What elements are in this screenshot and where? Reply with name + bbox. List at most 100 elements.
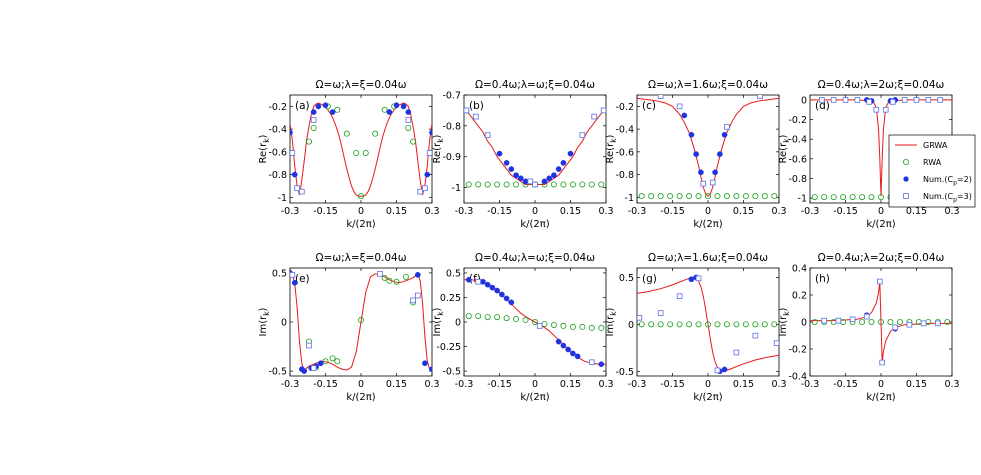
num-cp2-point bbox=[681, 112, 688, 119]
x-tick-label: -0.3 bbox=[801, 206, 820, 217]
panel-c: -0.3 -0.15 0 0.15 0.3 -1 -0.8 -0.6 -0.4 -0.2 Ω=ω;λ… bbox=[605, 79, 787, 230]
x-tick-label: 0.3 bbox=[598, 379, 613, 390]
panel-title: Ω=0.4ω;λ=2ω;ξ=0.04ω bbox=[818, 252, 945, 264]
rwa-point bbox=[310, 124, 317, 131]
panel-title: Ω=ω;λ=ξ=0.04ω bbox=[316, 252, 407, 264]
y-tick-label: -0.6 bbox=[788, 154, 807, 165]
rwa-point bbox=[372, 130, 379, 137]
x-axis-label: k/(2π) bbox=[866, 219, 895, 230]
rwa-point bbox=[868, 318, 875, 325]
num-cp3-point bbox=[849, 316, 856, 323]
rwa-point bbox=[381, 106, 388, 113]
rwa-point bbox=[343, 130, 350, 137]
x-tick-label: -0.15 bbox=[833, 379, 858, 390]
legend-label-sub: p bbox=[953, 180, 957, 187]
rwa-point bbox=[475, 313, 482, 320]
num-cp3-point bbox=[752, 332, 759, 339]
num-cp2-point bbox=[716, 151, 723, 157]
num-cp3-point bbox=[657, 310, 664, 316]
rwa-point bbox=[667, 321, 674, 328]
num-cp2-point bbox=[698, 169, 704, 176]
num-cp2-point bbox=[503, 295, 510, 302]
x-tick-label: -0.3 bbox=[628, 206, 647, 217]
panel-letter: (f) bbox=[469, 273, 481, 285]
num-cp2-point bbox=[480, 278, 486, 285]
num-cp3-point bbox=[821, 317, 827, 324]
y-tick-label: 0 bbox=[281, 318, 287, 329]
legend-label-main: Num.(C bbox=[923, 192, 954, 201]
num-cp2-point bbox=[551, 172, 557, 179]
panel-letter: (b) bbox=[469, 100, 484, 112]
rwa-point bbox=[513, 316, 520, 323]
x-tick-label: 0.3 bbox=[771, 206, 786, 217]
legend-label-main: Num.(C bbox=[923, 175, 954, 184]
rwa-point bbox=[334, 358, 341, 365]
num-cp3-point bbox=[676, 103, 683, 110]
num-cp3-point bbox=[773, 340, 779, 346]
rwa-point bbox=[821, 194, 828, 201]
num-cp3-point bbox=[835, 317, 842, 324]
num-cp2-point bbox=[565, 346, 571, 353]
x-tick-label: 0 bbox=[532, 379, 538, 390]
rwa-point bbox=[733, 321, 740, 328]
y-tick-label: 0 bbox=[628, 320, 634, 331]
rwa-point bbox=[657, 321, 664, 328]
y-tick-label: -0.6 bbox=[268, 147, 287, 158]
num-cp3-point bbox=[819, 97, 825, 103]
rwa-point bbox=[513, 181, 520, 188]
x-tick-label: 0.15 bbox=[560, 379, 581, 390]
legend-open-square-icon bbox=[903, 193, 909, 199]
rwa-point bbox=[465, 313, 472, 320]
rwa-point bbox=[560, 181, 567, 188]
y-tick-label: -1 bbox=[452, 183, 461, 194]
x-tick-label: -0.3 bbox=[455, 379, 474, 390]
x-axis-label: k/(2π) bbox=[693, 219, 722, 230]
rwa-point bbox=[386, 277, 393, 284]
panel-title: Ω=ω;λ=1.6ω;ξ=0.04ω bbox=[648, 79, 768, 91]
rwa-point bbox=[329, 355, 336, 362]
x-tick-label: 0 bbox=[358, 206, 364, 217]
num-cp3-point bbox=[935, 320, 941, 327]
x-tick-label: -0.3 bbox=[455, 206, 474, 217]
num-cp2-point bbox=[693, 151, 700, 157]
y-tick-label: -0.9 bbox=[442, 152, 461, 163]
y-axis-label-sub: k bbox=[262, 138, 271, 143]
num-cp3-point bbox=[892, 324, 898, 331]
rwa-point bbox=[695, 321, 702, 328]
num-cp3-point bbox=[873, 106, 880, 113]
rwa-point bbox=[410, 138, 417, 145]
x-tick-label: -0.15 bbox=[487, 206, 512, 217]
num-cp3-point bbox=[906, 321, 913, 328]
num-cp3-point bbox=[299, 188, 305, 195]
rwa-point bbox=[494, 314, 501, 321]
y-axis-label-main: Im(r bbox=[432, 315, 443, 337]
num-cp3-point bbox=[294, 185, 300, 192]
y-tick-label: -0.2 bbox=[788, 115, 807, 126]
y-axis-label: Im(rk) bbox=[258, 307, 271, 336]
y-axis-label-tail: ) bbox=[778, 307, 789, 311]
legend-label: Num.(Cp=2) bbox=[923, 175, 972, 187]
num-cp2-point bbox=[560, 342, 567, 349]
x-tick-label: 0 bbox=[878, 206, 884, 217]
num-cp2-point bbox=[560, 160, 567, 166]
y-axis-label-tail: ) bbox=[432, 307, 443, 311]
y-tick-label: -0.2 bbox=[788, 345, 807, 356]
rwa-point bbox=[569, 323, 576, 330]
panel-e: -0.3 -0.15 0 0.15 0.3 -0.5 0 0.5 Ω=ω;λ=ξ=0.04ω k/… bbox=[258, 252, 440, 403]
num-cp2-point bbox=[317, 360, 324, 367]
x-tick-label: 0.3 bbox=[598, 206, 613, 217]
num-cp2-point bbox=[499, 291, 505, 298]
x-tick-label: 0.3 bbox=[424, 379, 439, 390]
num-cp2-point bbox=[522, 178, 529, 185]
y-axis-label-tail: ) bbox=[605, 134, 616, 138]
rwa-point bbox=[742, 193, 749, 200]
num-cp3-point bbox=[757, 95, 763, 99]
y-tick-label: -1 bbox=[798, 194, 807, 205]
legend-label-main: GRWA bbox=[923, 141, 948, 150]
y-axis-label-tail: ) bbox=[258, 307, 269, 311]
num-cp3-point bbox=[879, 359, 885, 366]
x-tick-label: 0 bbox=[705, 206, 711, 217]
num-cp2-point bbox=[508, 166, 515, 172]
panel-a: -0.3 -0.15 0 0.15 0.3 -1 -0.8 -0.6 -0.4 -0.2 Ω=ω;λ… bbox=[258, 79, 440, 230]
